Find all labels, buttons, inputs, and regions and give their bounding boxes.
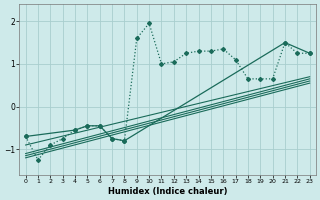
X-axis label: Humidex (Indice chaleur): Humidex (Indice chaleur) [108,187,228,196]
